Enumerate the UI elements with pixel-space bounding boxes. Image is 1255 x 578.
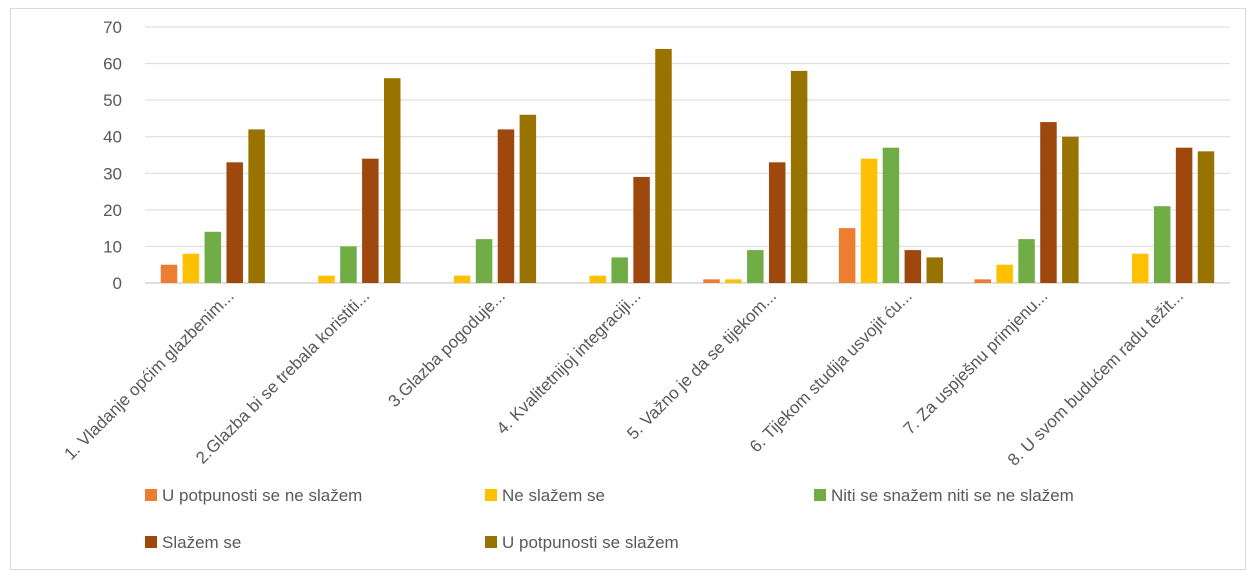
y-tick-label: 40 xyxy=(103,128,122,147)
bar xyxy=(974,279,992,283)
legend: U potpunosti se ne slažem Ne slažem se Nit… xyxy=(145,486,1074,552)
bar xyxy=(1197,151,1215,283)
legend-swatch xyxy=(145,536,157,548)
y-tick-label: 50 xyxy=(103,91,122,110)
bar xyxy=(703,279,720,283)
bar xyxy=(182,253,200,283)
bar xyxy=(860,158,878,283)
bar xyxy=(160,264,178,283)
bar xyxy=(838,228,856,283)
bar xyxy=(725,279,742,283)
x-axis-labels: 1. Vladanje općim glazbenim...2.Glazba b… xyxy=(60,286,1187,469)
chart-frame xyxy=(10,8,1246,570)
bar xyxy=(768,162,786,283)
legend-label: U potpunosti se ne slažem xyxy=(162,486,362,505)
y-tick-label: 70 xyxy=(103,18,122,37)
x-tick-label: 6. Tijekom studija usvojit ću... xyxy=(746,286,916,456)
bar xyxy=(1018,239,1035,283)
bar xyxy=(519,114,537,284)
bar xyxy=(1040,122,1057,283)
bar xyxy=(204,231,222,283)
bar xyxy=(747,250,764,283)
bar xyxy=(904,250,922,283)
legend-label: Niti se snažem niti se ne slažem xyxy=(831,486,1074,505)
bar xyxy=(633,176,650,283)
bar xyxy=(248,129,265,283)
y-tick-label: 30 xyxy=(103,164,122,183)
y-tick-label: 20 xyxy=(103,201,122,220)
bar xyxy=(1062,136,1079,283)
bar xyxy=(1132,253,1149,283)
legend-label: Slažem se xyxy=(162,533,241,552)
bar xyxy=(926,257,943,283)
y-tick-label: 0 xyxy=(113,274,122,293)
bar xyxy=(589,275,607,283)
bar xyxy=(882,147,900,283)
y-axis-ticks: 0 10 20 30 40 50 60 70 xyxy=(103,18,122,293)
x-tick-label: 5. Važno je da se tijekom... xyxy=(623,286,780,443)
bar xyxy=(340,246,357,283)
bar xyxy=(655,48,672,283)
bar xyxy=(1175,147,1193,283)
bar xyxy=(996,264,1013,283)
bar xyxy=(318,275,335,283)
legend-swatch xyxy=(814,489,826,501)
legend-swatch xyxy=(485,536,497,548)
legend-label: Ne slažem se xyxy=(502,486,605,505)
bar xyxy=(790,70,808,283)
x-tick-label: 4. Kvalitetnijoj integraciji... xyxy=(493,286,645,438)
x-tick-label: 7. Za uspješnu primjenu... xyxy=(900,286,1052,438)
bar xyxy=(362,158,379,283)
legend-label: U potpunosti se slažem xyxy=(502,533,679,552)
bar xyxy=(611,257,628,283)
bar xyxy=(383,78,401,283)
bar xyxy=(475,239,493,283)
y-tick-label: 10 xyxy=(103,237,122,256)
bar xyxy=(1153,206,1171,283)
bar xyxy=(497,129,515,283)
legend-swatch xyxy=(485,489,497,501)
y-tick-label: 60 xyxy=(103,55,122,74)
bar xyxy=(226,162,243,283)
bars xyxy=(160,48,1215,284)
x-tick-label: 3.Glazba pogoduje... xyxy=(385,286,509,410)
bar xyxy=(453,275,471,283)
legend-swatch xyxy=(145,489,157,501)
